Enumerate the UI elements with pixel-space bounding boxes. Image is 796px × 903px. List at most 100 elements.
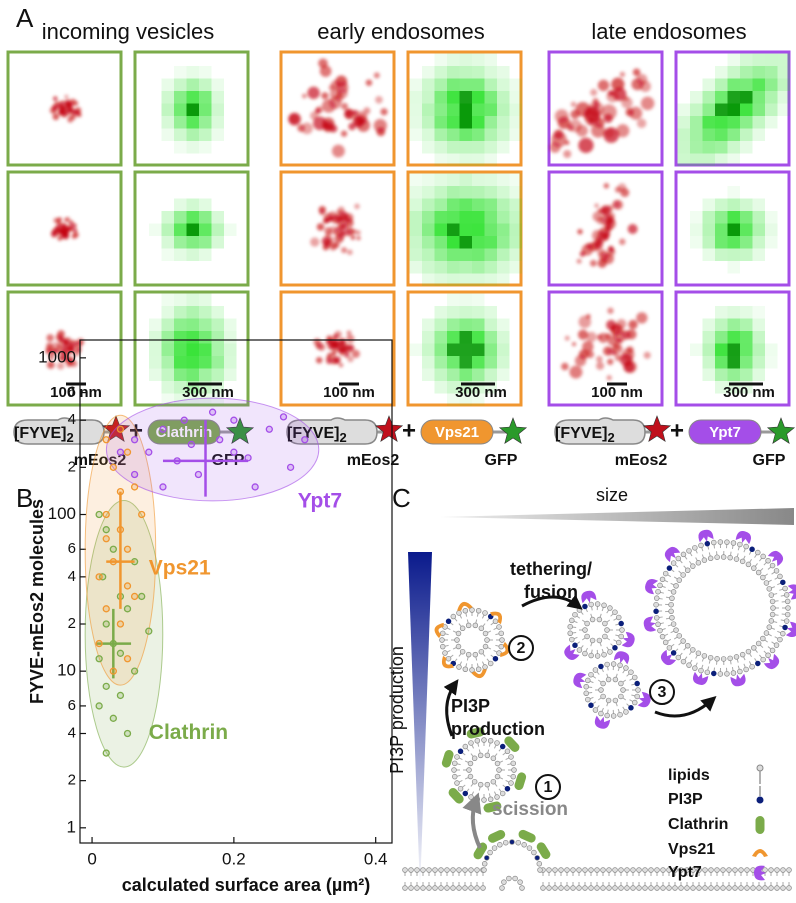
lipid-head — [552, 867, 558, 873]
green-pixel — [497, 66, 510, 79]
red-spot — [315, 356, 323, 364]
lipid-head — [642, 885, 648, 891]
size-label: size — [596, 485, 628, 505]
lipid-head — [576, 867, 582, 873]
data-point — [102, 535, 110, 543]
green-pixel — [434, 273, 447, 286]
ypt7-coat — [730, 673, 746, 687]
green-pixel — [459, 261, 472, 274]
green-pixel — [702, 141, 715, 154]
green-pixel — [472, 343, 485, 356]
lipid-head — [594, 885, 600, 891]
red-spot — [578, 137, 594, 153]
clathrin-coat — [504, 736, 520, 752]
data-point — [145, 627, 153, 635]
red-spot — [606, 90, 619, 103]
green-pixel — [484, 273, 497, 286]
green-pixel — [677, 116, 690, 129]
green-pixel — [509, 78, 522, 91]
red-spot — [322, 218, 329, 224]
green-pixel — [677, 103, 690, 116]
lipid-head — [426, 885, 432, 891]
lipid-head — [583, 683, 589, 690]
red-spot — [62, 233, 69, 240]
lipid-head — [696, 867, 702, 873]
green-pixel — [434, 128, 447, 141]
green-pixel — [149, 356, 162, 369]
lipid-head — [536, 861, 543, 867]
annotation: fusion — [524, 582, 578, 602]
scale-bar-label: 300 nm — [455, 384, 507, 401]
red-spot — [68, 346, 75, 353]
step-circle — [535, 774, 561, 800]
green-pixel — [777, 103, 790, 116]
red-spot — [347, 356, 354, 363]
fluor-label: mEos2 — [615, 452, 668, 469]
green-pixel — [690, 236, 703, 249]
red-spot — [46, 334, 54, 342]
red-spot — [52, 96, 58, 101]
green-pixel — [186, 368, 199, 381]
lipid-head — [494, 773, 501, 780]
red-spot — [616, 326, 621, 331]
green-pixel — [447, 343, 460, 356]
red-spot — [53, 348, 59, 354]
protein-label: Ypt7 — [709, 424, 741, 441]
red-spot — [327, 344, 332, 350]
green-pixel — [409, 248, 422, 261]
red-spot — [640, 96, 655, 111]
green-pixel — [727, 223, 740, 236]
lipid-head — [414, 867, 420, 873]
red-spot — [57, 217, 63, 222]
green-pixel — [174, 91, 187, 104]
lipid-head — [670, 621, 677, 627]
lipid-head — [490, 755, 497, 762]
red-spot — [356, 118, 371, 132]
lipid-head — [707, 555, 714, 562]
y-tick-label: 1000 — [38, 347, 76, 366]
lipid-head — [669, 595, 675, 602]
clathrin-coat — [441, 749, 454, 768]
green-pixel — [740, 356, 753, 369]
green-pixel — [161, 78, 174, 91]
green-pixel — [497, 331, 510, 344]
green-pixel — [161, 248, 174, 261]
red-spot — [60, 349, 67, 357]
lipid-head — [484, 752, 491, 759]
data-point — [301, 436, 309, 444]
green-pixel — [690, 343, 703, 356]
data-point — [130, 470, 139, 479]
lipid-head — [480, 885, 486, 891]
ypt7-coat — [564, 644, 580, 660]
step-circle — [649, 679, 675, 705]
green-pixel — [174, 293, 187, 306]
data-point — [109, 714, 117, 722]
green-pixel — [434, 356, 447, 369]
lipid-head — [420, 885, 426, 891]
vps21-coat — [752, 849, 768, 857]
red-spot — [321, 236, 331, 246]
green-pixel — [447, 78, 460, 91]
scale-bar-label: 100 nm — [323, 384, 375, 401]
green-pixel — [434, 211, 447, 224]
green-pixel — [715, 78, 728, 91]
green-pixel — [727, 261, 740, 274]
green-pixel — [211, 318, 224, 331]
red-spot — [301, 122, 313, 135]
red-spot — [65, 109, 70, 115]
green-pixel — [740, 53, 753, 66]
green-pixel — [472, 116, 485, 129]
red-spot — [597, 79, 610, 92]
lipid-head — [444, 867, 450, 873]
green-pixel — [472, 173, 485, 186]
ypt7-coat — [645, 578, 659, 595]
lipid-head — [526, 845, 533, 851]
lipid-head — [676, 633, 683, 639]
data-point — [123, 655, 132, 663]
green-pixel — [174, 66, 187, 79]
red-image — [313, 330, 360, 368]
y-axis-label: FYVE-mEos2 molecules — [27, 499, 47, 704]
green-pixel — [434, 91, 447, 104]
green-pixel — [509, 103, 522, 116]
lipid-head — [408, 867, 414, 873]
